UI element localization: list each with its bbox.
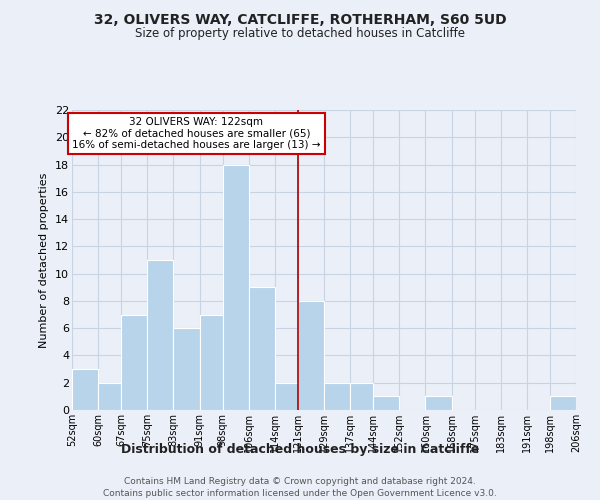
Bar bbox=[425, 396, 452, 410]
Bar bbox=[200, 314, 223, 410]
Bar bbox=[350, 382, 373, 410]
Text: Size of property relative to detached houses in Catcliffe: Size of property relative to detached ho… bbox=[135, 28, 465, 40]
Text: Contains HM Land Registry data © Crown copyright and database right 2024.: Contains HM Land Registry data © Crown c… bbox=[124, 478, 476, 486]
Bar bbox=[249, 288, 275, 410]
Bar bbox=[550, 396, 576, 410]
Bar bbox=[173, 328, 200, 410]
Bar bbox=[275, 382, 298, 410]
Bar bbox=[324, 382, 350, 410]
Bar bbox=[147, 260, 173, 410]
Bar bbox=[373, 396, 399, 410]
Bar bbox=[298, 301, 324, 410]
Bar bbox=[98, 382, 121, 410]
Text: Distribution of detached houses by size in Catcliffe: Distribution of detached houses by size … bbox=[121, 442, 479, 456]
Bar bbox=[72, 369, 98, 410]
Bar bbox=[223, 164, 249, 410]
Text: 32, OLIVERS WAY, CATCLIFFE, ROTHERHAM, S60 5UD: 32, OLIVERS WAY, CATCLIFFE, ROTHERHAM, S… bbox=[94, 12, 506, 26]
Text: Contains public sector information licensed under the Open Government Licence v3: Contains public sector information licen… bbox=[103, 489, 497, 498]
Y-axis label: Number of detached properties: Number of detached properties bbox=[40, 172, 49, 348]
Bar bbox=[121, 314, 147, 410]
Text: 32 OLIVERS WAY: 122sqm
← 82% of detached houses are smaller (65)
16% of semi-det: 32 OLIVERS WAY: 122sqm ← 82% of detached… bbox=[72, 117, 320, 150]
